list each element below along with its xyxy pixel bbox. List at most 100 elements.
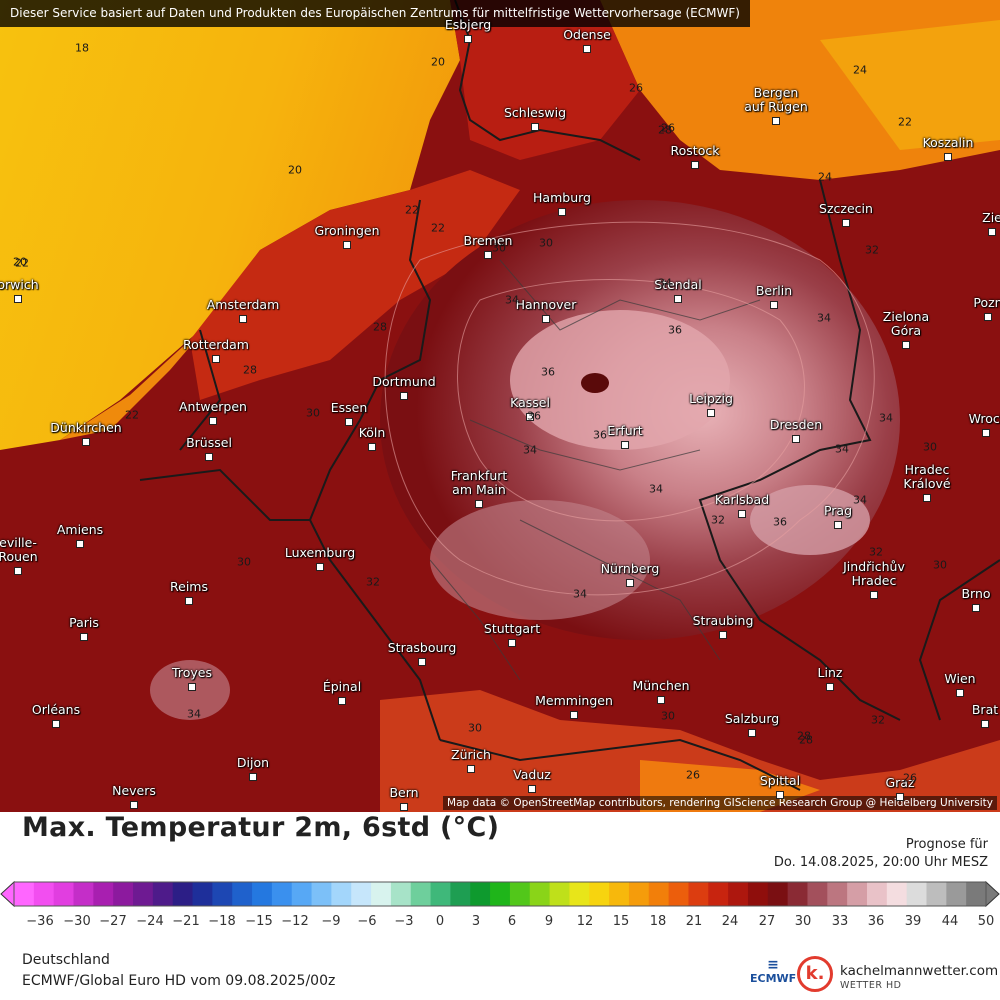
city-marker (776, 791, 784, 799)
city-label-line: Essen (330, 400, 368, 415)
city-label: Esbjerg (445, 18, 491, 32)
city-marker (185, 597, 193, 605)
city-label: Odense (563, 28, 611, 42)
scale-swatch (371, 882, 392, 906)
city-label-line: Prag (823, 503, 853, 518)
city-label: Kassel (510, 396, 550, 410)
scale-swatch (628, 882, 650, 906)
scale-swatch (767, 882, 789, 906)
city-label: orwich (0, 278, 39, 292)
scale-swatch (708, 882, 729, 906)
isotherm-value: 36 (541, 365, 555, 379)
city-marker (188, 683, 196, 691)
region-label: Deutschland (22, 952, 110, 968)
city-label: Rostock (671, 144, 720, 158)
city-marker (82, 438, 90, 446)
city-label: Zürich (451, 748, 491, 762)
city-label-line: München (632, 678, 690, 693)
isotherm-value: 30 (492, 241, 506, 255)
isotherm-value: 36 (668, 323, 682, 337)
city-label: Dresden (770, 418, 822, 432)
city-marker (570, 711, 578, 719)
forecast-time: Do. 14.08.2025, 20:00 Uhr MESZ (773, 855, 988, 870)
isotherm-value: 30 (306, 406, 320, 420)
city-label-line: Straubing (692, 613, 754, 628)
ecmwf-notice: Dieser Service basiert auf Daten und Pro… (0, 0, 750, 27)
city-label: Troyes (172, 666, 212, 680)
scale-swatch (351, 882, 372, 906)
isotherm-value: 34 (879, 411, 893, 425)
city-marker (870, 591, 878, 599)
ecmwf-logo-text: ECMWF (750, 972, 797, 985)
city-marker (205, 453, 213, 461)
city-label: Leipzig (689, 392, 733, 406)
city-marker (826, 683, 834, 691)
scale-swatch (450, 882, 471, 906)
city-label-line: Esbjerg (444, 17, 492, 32)
city-marker (316, 563, 324, 571)
scale-swatch (133, 882, 154, 906)
city-label: Erfurt (607, 424, 642, 438)
isotherm-value: 32 (711, 513, 725, 527)
ecmwf-logo: ≡ ECMWF (750, 958, 796, 985)
kachelmann-logo[interactable]: k. (797, 956, 833, 992)
city-label: Épinal (323, 680, 361, 694)
scale-swatch (847, 882, 868, 906)
city-label-line: Rotterdam (183, 337, 249, 352)
isotherm-value: 30 (468, 721, 482, 735)
scale-tick-label: 15 (612, 914, 630, 929)
scale-tick-label: 21 (685, 914, 703, 929)
city-label-line: Odense (563, 27, 611, 42)
city-marker (621, 441, 629, 449)
city-label: Wrocł (969, 412, 1000, 426)
city-label-line: Linz (817, 665, 843, 680)
city-marker (484, 251, 492, 259)
scale-swatch (113, 882, 134, 906)
city-label-line: Köln (358, 425, 386, 440)
scale-swatch (866, 882, 888, 906)
isotherm-value: 34 (573, 587, 587, 601)
brand-name[interactable]: kachelmannwetter.com (840, 963, 999, 979)
city-label-line: Épinal (322, 679, 362, 694)
isotherm-value: 22 (898, 115, 912, 129)
city-label: Berlin (756, 284, 792, 298)
city-marker (691, 161, 699, 169)
isotherm-value: 26 (686, 768, 700, 782)
isotherm-value: 22 (125, 408, 139, 422)
scale-swatch (807, 882, 828, 906)
isotherm-value: 36 (593, 428, 607, 442)
scale-swatch (549, 882, 570, 906)
city-marker (707, 409, 715, 417)
city-label-line: Schleswig (503, 105, 567, 120)
city-label: Antwerpen (179, 400, 247, 414)
isotherm-value: 24 (853, 63, 867, 77)
forecast-info: Prognose für Do. 14.08.2025, 20:00 Uhr M… (774, 836, 988, 872)
city-label: Schleswig (504, 106, 566, 120)
map-attribution[interactable]: Map data © OpenStreetMap contributors, r… (443, 796, 997, 810)
forecast-map[interactable]: Dieser Service basiert auf Daten und Pro… (0, 0, 1000, 812)
scale-tick-label: −30 (63, 914, 91, 929)
city-marker (738, 510, 746, 518)
city-label-line: Dresden (769, 417, 823, 432)
city-label-line: Berlin (755, 283, 793, 298)
scale-swatch (390, 882, 412, 906)
isotherm-value: 32 (865, 243, 879, 257)
isotherm-value: 26 (903, 771, 917, 785)
city-marker (956, 689, 964, 697)
city-label-line: am Main (452, 482, 506, 497)
isotherm-value: 28 (799, 733, 813, 747)
city-marker (475, 500, 483, 508)
city-marker (542, 315, 550, 323)
scale-tick-label: 18 (649, 914, 667, 929)
city-label: Paris (69, 616, 99, 630)
scale-swatch (569, 882, 590, 906)
scale-tick-label: 3 (471, 914, 481, 929)
city-marker (842, 219, 850, 227)
city-label-line: Králové (903, 476, 951, 491)
scale-tick-label: −18 (208, 914, 236, 929)
city-marker (972, 604, 980, 612)
city-marker (212, 355, 220, 363)
scale-tick-label: 50 (977, 914, 995, 929)
scale-swatch (827, 882, 848, 906)
city-label-line: Amiens (56, 522, 104, 537)
